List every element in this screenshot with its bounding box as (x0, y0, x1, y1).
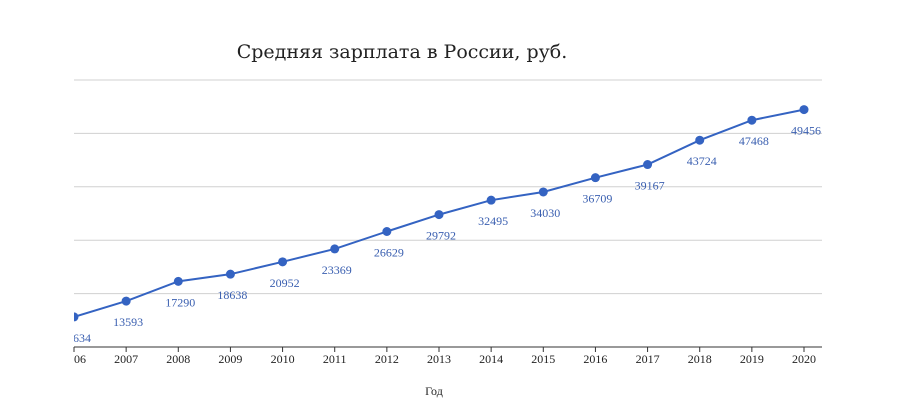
data-label: 39167 (635, 179, 665, 193)
data-label: 32495 (478, 214, 508, 228)
data-label: 49456 (791, 124, 821, 138)
data-label: 47468 (739, 134, 769, 148)
data-label: 34030 (530, 206, 560, 220)
x-tick-label: 2013 (427, 352, 451, 366)
x-tick-label: 2014 (479, 352, 503, 366)
x-tick-label: 2008 (166, 352, 190, 366)
x-tick-labels: 2006 2007 2008 2009 2010 2011 2012 2013 2014 2015… (62, 352, 816, 366)
data-point (330, 244, 340, 254)
data-point (74, 312, 79, 322)
data-label: 26629 (374, 246, 404, 260)
data-label: 10634 (61, 331, 91, 345)
data-point (590, 173, 600, 183)
data-point (278, 257, 288, 267)
data-point (382, 227, 392, 237)
data-label: 23369 (322, 263, 352, 277)
data-point (747, 115, 757, 125)
data-point (486, 195, 496, 205)
x-tick-label: 2016 (583, 352, 607, 366)
x-tick-label: 2010 (271, 352, 295, 366)
x-axis-title: Год (425, 384, 443, 398)
data-point (538, 187, 548, 197)
x-tick-label: 2009 (218, 352, 242, 366)
gridlines (73, 79, 822, 352)
data-label: 18638 (217, 288, 247, 302)
x-tick-label: 2012 (375, 352, 399, 366)
x-tick-label: 2015 (531, 352, 555, 366)
data-point (799, 105, 809, 115)
x-tick-label: 2007 (114, 352, 138, 366)
data-point (173, 276, 183, 286)
data-label: 36709 (582, 192, 612, 206)
x-tick-label: 2011 (323, 352, 347, 366)
data-point (225, 269, 235, 279)
data-point (643, 160, 653, 170)
x-tick-label: 2017 (636, 352, 660, 366)
data-label: 17290 (165, 295, 195, 309)
data-point (434, 210, 444, 220)
chart-title: Средняя зарплата в России, руб. (237, 41, 568, 63)
data-point (121, 296, 131, 306)
x-tick-label: 2020 (792, 352, 816, 366)
series-layer: 10634 13593 17290 18638 20952 23369 26629 29792… (61, 105, 821, 345)
x-tick-label: 2019 (740, 352, 764, 366)
data-point (695, 135, 705, 145)
data-label: 43724 (687, 154, 717, 168)
data-label: 29792 (426, 229, 456, 243)
data-label: 20952 (270, 276, 300, 290)
x-tick-label: 2006 (62, 352, 86, 366)
data-label: 13593 (113, 315, 143, 329)
x-tick-label: 2018 (688, 352, 712, 366)
